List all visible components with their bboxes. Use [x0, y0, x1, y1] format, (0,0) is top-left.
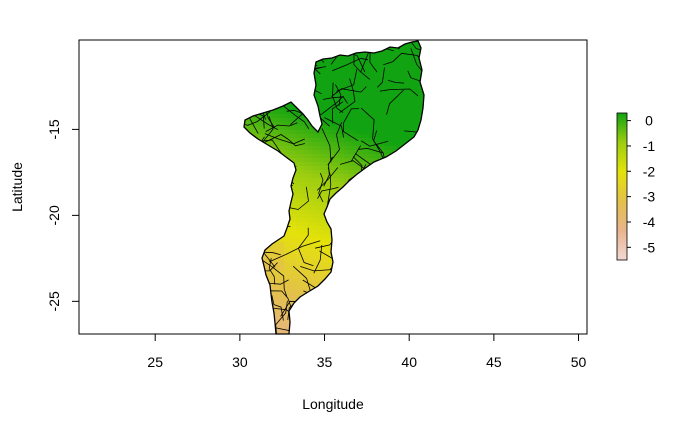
- x-tick-label: 45: [486, 354, 502, 370]
- x-axis: 25 30 35 40 45 50: [147, 333, 587, 370]
- x-tick-label: 40: [401, 354, 417, 370]
- map-layer: [243, 40, 425, 335]
- legend-tick-label: -5: [643, 239, 656, 255]
- legend-tick-label: -3: [643, 189, 656, 205]
- x-tick-label: 30: [232, 354, 248, 370]
- y-tick-label: -20: [46, 205, 62, 225]
- country-outline: [243, 40, 425, 335]
- x-axis-title: Longitude: [302, 396, 364, 412]
- color-legend: 0 -1 -2 -3 -4 -5: [616, 112, 656, 261]
- legend-tick-label: -1: [643, 138, 656, 154]
- x-tick-label: 25: [147, 354, 163, 370]
- legend-tick-label: -4: [643, 214, 656, 230]
- y-tick-label: -15: [46, 119, 62, 139]
- legend-tick-label: 0: [645, 113, 653, 129]
- legend-tick-label: -2: [643, 163, 656, 179]
- legend-colorbar: [616, 112, 628, 261]
- y-axis: -15 -20 -25: [46, 119, 80, 311]
- x-tick-label: 35: [317, 354, 333, 370]
- y-axis-title: Latitude: [9, 162, 25, 212]
- x-tick-label: 50: [571, 354, 587, 370]
- y-tick-label: -25: [46, 291, 62, 311]
